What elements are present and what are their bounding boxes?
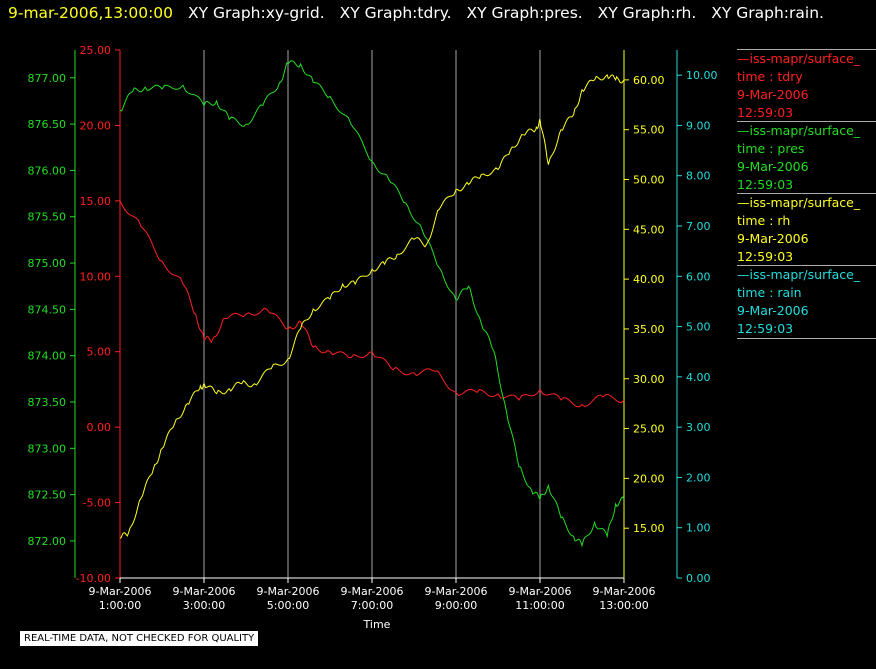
tdry-tick-label: -5.00 (83, 497, 111, 510)
legend-time: 12:59:03 (737, 249, 794, 264)
tdry-tick-label: -10.00 (76, 572, 111, 585)
pres-tick-label: 872.00 (28, 535, 67, 548)
timestamp: 9-mar-2006,13:00:00 (8, 4, 174, 22)
legend-name: —iss-mapr/surface_ (737, 195, 861, 210)
pres-tick-label: 873.00 (28, 442, 67, 455)
tdry-tick-label: 25.00 (80, 44, 112, 57)
legend-time: 12:59:03 (737, 321, 794, 336)
legend-date: 9-Mar-2006 (737, 159, 809, 174)
x-tick-label-date: 9-Mar-2006 (509, 585, 572, 598)
graph-name-xy-grid: XY Graph:xy-grid. (187, 4, 325, 22)
graph-name-rain: XY Graph:rain. (711, 4, 824, 22)
rh-tick-label: 40.00 (633, 273, 665, 286)
legend-entry-tdry: —iss-mapr/surface_ time : tdry 9-Mar-200… (737, 49, 876, 122)
x-tick-label-date: 9-Mar-2006 (341, 585, 404, 598)
graph-name-tdry: XY Graph:tdry. (339, 4, 452, 22)
pres-tick-label: 873.50 (28, 396, 67, 409)
pres-tick-label: 872.50 (28, 489, 67, 502)
legend-entry-pres: —iss-mapr/surface_ time : pres 9-Mar-200… (737, 121, 876, 194)
rain-tick-label: 6.00 (686, 270, 711, 283)
tdry-tick-label: 5.00 (87, 346, 112, 359)
x-tick-label-time: 3:00:00 (183, 599, 225, 612)
legend-field: time : pres (737, 141, 805, 156)
rh-tick-label: 60.00 (633, 74, 665, 87)
legend-entry-rain: —iss-mapr/surface_ time : rain 9-Mar-200… (737, 265, 876, 339)
legend-name: —iss-mapr/surface_ (737, 267, 861, 282)
rh-tick-label: 25.00 (633, 423, 665, 436)
pres-tick-label: 875.00 (28, 257, 67, 270)
pres-tick-label: 876.00 (28, 164, 67, 177)
rain-tick-label: 5.00 (686, 321, 711, 334)
pres-tick-label: 874.00 (28, 350, 67, 363)
rh-tick-label: 50.00 (633, 174, 665, 187)
legend-time: 12:59:03 (737, 177, 794, 192)
quality-disclaimer: REAL-TIME DATA, NOT CHECKED FOR QUALITY (20, 631, 259, 646)
rain-tick-label: 4.00 (686, 371, 711, 384)
rh-tick-label: 20.00 (633, 472, 665, 485)
tdry-tick-label: 15.00 (80, 195, 112, 208)
legend-entry-rh: —iss-mapr/surface_ time : rh 9-Mar-2006 … (737, 193, 876, 266)
tdry-series-line (119, 200, 625, 408)
rain-tick-label: 10.00 (686, 69, 718, 82)
legend-date: 9-Mar-2006 (737, 87, 809, 102)
x-tick-label-date: 9-Mar-2006 (173, 585, 236, 598)
x-tick-label-time: 7:00:00 (351, 599, 393, 612)
legend-name: —iss-mapr/surface_ (737, 51, 861, 66)
tdry-tick-label: 10.00 (80, 270, 112, 283)
x-axis-label: Time (363, 618, 391, 631)
graph-name-pres: XY Graph:pres. (466, 4, 583, 22)
x-tick-label-time: 9:00:00 (435, 599, 477, 612)
rain-tick-label: 1.00 (686, 522, 711, 535)
x-tick-label-time: 11:00:00 (515, 599, 564, 612)
legend-field: time : rh (737, 213, 791, 228)
legend-date: 9-Mar-2006 (737, 303, 809, 318)
rain-tick-label: 7.00 (686, 220, 711, 233)
x-tick-label-date: 9-Mar-2006 (425, 585, 488, 598)
rh-tick-label: 55.00 (633, 124, 665, 137)
tdry-tick-label: 0.00 (87, 421, 112, 434)
rh-tick-label: 30.00 (633, 373, 665, 386)
rain-tick-label: 0.00 (686, 572, 711, 585)
legend-name: —iss-mapr/surface_ (737, 123, 861, 138)
title-bar: 9-mar-2006,13:00:00 XY Graph:xy-grid. XY… (8, 4, 834, 22)
rh-tick-label: 35.00 (633, 323, 665, 336)
pres-tick-label: 874.50 (28, 303, 67, 316)
rh-series-line (119, 74, 625, 539)
graph-name-rh: XY Graph:rh. (597, 4, 697, 22)
x-tick-label-time: 5:00:00 (267, 599, 309, 612)
x-tick-label-time: 1:00:00 (99, 599, 141, 612)
legend-field: time : rain (737, 285, 802, 300)
rain-tick-label: 9.00 (686, 119, 711, 132)
pres-series-line (119, 60, 625, 548)
legend-time: 12:59:03 (737, 105, 794, 120)
rh-tick-label: 45.00 (633, 223, 665, 236)
pres-tick-label: 877.00 (28, 72, 67, 85)
rain-tick-label: 8.00 (686, 170, 711, 183)
x-tick-label-time: 13:00:00 (599, 599, 648, 612)
x-tick-label-date: 9-Mar-2006 (89, 585, 152, 598)
x-tick-label-date: 9-Mar-2006 (257, 585, 320, 598)
rain-tick-label: 3.00 (686, 421, 711, 434)
tdry-tick-label: 20.00 (80, 119, 112, 132)
rain-tick-label: 2.00 (686, 471, 711, 484)
legend-date: 9-Mar-2006 (737, 231, 809, 246)
pres-tick-label: 876.50 (28, 118, 67, 131)
pres-tick-label: 875.50 (28, 211, 67, 224)
x-tick-label-date: 9-Mar-2006 (593, 585, 656, 598)
rh-tick-label: 15.00 (633, 522, 665, 535)
legend-field: time : tdry (737, 69, 803, 84)
